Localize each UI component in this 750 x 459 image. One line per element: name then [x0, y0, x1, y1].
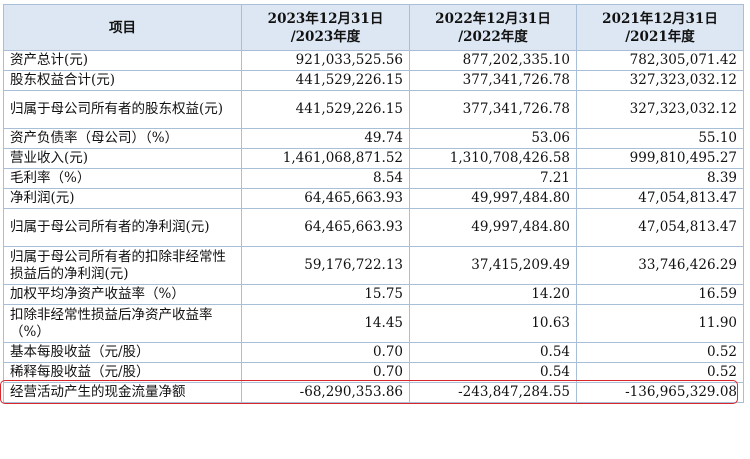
value-2023: 0.70: [241, 362, 410, 383]
value-2021: 11.90: [576, 304, 744, 343]
table-row: 归属于母公司所有者的净利润(元) 64,465,663.93 49,997,48…: [3, 208, 744, 247]
value-2023: -68,290,353.86: [241, 382, 410, 403]
header-2022: 2022年12月31日 /2022年度: [409, 4, 577, 51]
value-2021: -136,965,329.08: [576, 382, 744, 403]
table-row: 股东权益合计(元) 441,529,226.15 377,341,726.78 …: [3, 70, 744, 91]
value-2023: 0.70: [241, 342, 410, 363]
value-2023: 64,465,663.93: [241, 208, 410, 247]
value-2022: -243,847,284.55: [409, 382, 577, 403]
table-row: 营业收入(元) 1,461,068,871.52 1,310,708,426.5…: [3, 148, 744, 169]
value-2023: 441,529,226.15: [241, 90, 410, 129]
table-row: 归属于母公司所有者的扣除非经常性损益后的净利润(元) 59,176,722.13…: [3, 246, 744, 285]
table-row: 基本每股收益（元/股） 0.70 0.54 0.52: [3, 342, 744, 363]
value-2021: 55.10: [576, 128, 744, 149]
value-2022: 0.54: [409, 342, 577, 363]
row-label: 股东权益合计(元): [3, 70, 242, 91]
value-2021: 999,810,495.27: [576, 148, 744, 169]
value-2023: 59,176,722.13: [241, 246, 410, 285]
value-2022: 7.21: [409, 168, 577, 189]
value-2023: 64,465,663.93: [241, 188, 410, 209]
value-2022: 53.06: [409, 128, 577, 149]
value-2022: 10.63: [409, 304, 577, 343]
value-2023: 15.75: [241, 284, 410, 305]
value-2021: 16.59: [576, 284, 744, 305]
value-2022: 377,341,726.78: [409, 90, 577, 129]
table-row: 加权平均净资产收益率（%） 15.75 14.20 16.59: [3, 284, 744, 305]
table-row: 净利润(元) 64,465,663.93 49,997,484.80 47,05…: [3, 188, 744, 209]
value-2023: 14.45: [241, 304, 410, 343]
table-row: 归属于母公司所有者的股东权益(元) 441,529,226.15 377,341…: [3, 90, 744, 129]
table-row: 稀释每股收益（元/股） 0.70 0.54 0.52: [3, 362, 744, 383]
value-2022: 377,341,726.78: [409, 70, 577, 91]
value-2021: 0.52: [576, 342, 744, 363]
value-2021: 327,323,032.12: [576, 70, 744, 91]
row-label: 资产总计(元): [3, 50, 242, 71]
row-label: 营业收入(元): [3, 148, 242, 169]
value-2023: 921,033,525.56: [241, 50, 410, 71]
value-2023: 49.74: [241, 128, 410, 149]
table-row: 资产总计(元) 921,033,525.56 877,202,335.10 78…: [3, 50, 744, 71]
row-label: 稀释每股收益（元/股）: [3, 362, 242, 383]
value-2023: 8.54: [241, 168, 410, 189]
table-header-row: 项目 2023年12月31日 /2023年度 2022年12月31日 /2022…: [3, 4, 744, 51]
row-label: 资产负债率（母公司）（%）: [3, 128, 242, 149]
value-2021: 47,054,813.47: [576, 188, 744, 209]
table-row: 资产负债率（母公司）（%） 49.74 53.06 55.10: [3, 128, 744, 149]
value-2022: 0.54: [409, 362, 577, 383]
value-2022: 14.20: [409, 284, 577, 305]
row-label: 扣除非经常性损益后净资产收益率（%）: [3, 304, 242, 343]
row-label: 归属于母公司所有者的股东权益(元): [3, 90, 242, 129]
table-row-highlighted: 经营活动产生的现金流量净额 -68,290,353.86 -243,847,28…: [3, 382, 744, 403]
table-row: 毛利率（%） 8.54 7.21 8.39: [3, 168, 744, 189]
value-2023: 1,461,068,871.52: [241, 148, 410, 169]
value-2022: 49,997,484.80: [409, 208, 577, 247]
row-label: 归属于母公司所有者的净利润(元): [3, 208, 242, 247]
header-2023: 2023年12月31日 /2023年度: [241, 4, 410, 51]
value-2021: 33,746,426.29: [576, 246, 744, 285]
value-2023: 441,529,226.15: [241, 70, 410, 91]
value-2021: 782,305,071.42: [576, 50, 744, 71]
value-2021: 0.52: [576, 362, 744, 383]
row-label: 毛利率（%）: [3, 168, 242, 189]
value-2021: 327,323,032.12: [576, 90, 744, 129]
financial-table-container: 项目 2023年12月31日 /2023年度 2022年12月31日 /2022…: [3, 4, 744, 403]
row-label: 加权平均净资产收益率（%）: [3, 284, 242, 305]
row-label: 基本每股收益（元/股）: [3, 342, 242, 363]
table-row: 扣除非经常性损益后净资产收益率（%） 14.45 10.63 11.90: [3, 304, 744, 343]
value-2022: 37,415,209.49: [409, 246, 577, 285]
header-item: 项目: [3, 4, 242, 51]
row-label: 净利润(元): [3, 188, 242, 209]
value-2022: 49,997,484.80: [409, 188, 577, 209]
row-label: 归属于母公司所有者的扣除非经常性损益后的净利润(元): [3, 246, 242, 285]
value-2021: 8.39: [576, 168, 744, 189]
value-2022: 877,202,335.10: [409, 50, 577, 71]
value-2022: 1,310,708,426.58: [409, 148, 577, 169]
header-2021: 2021年12月31日 /2021年度: [576, 4, 744, 51]
value-2021: 47,054,813.47: [576, 208, 744, 247]
row-label: 经营活动产生的现金流量净额: [3, 382, 242, 403]
financial-summary-table: 项目 2023年12月31日 /2023年度 2022年12月31日 /2022…: [3, 4, 744, 403]
